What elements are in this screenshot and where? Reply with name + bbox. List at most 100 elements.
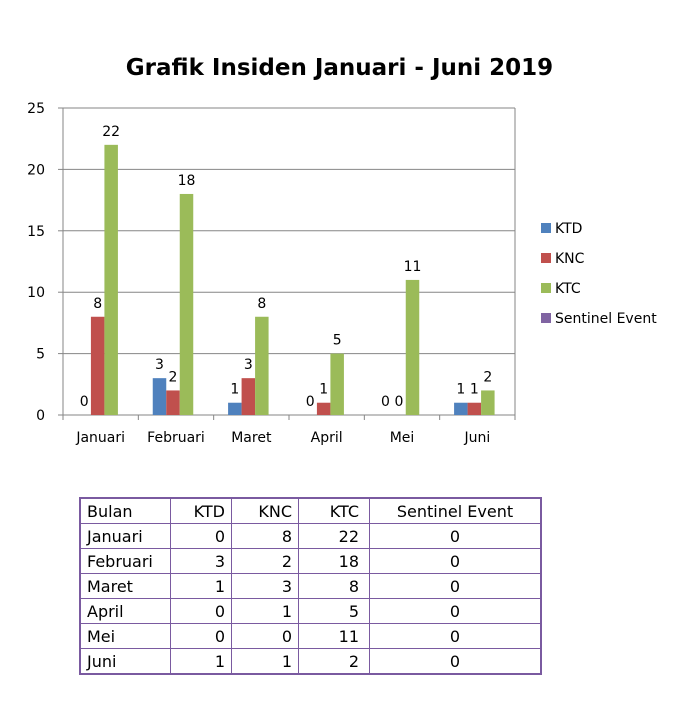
y-tick-label: 10 (27, 285, 45, 301)
y-tick-label: 20 (27, 162, 45, 178)
table-cell: 3 (231, 573, 299, 599)
table-cell: 1 (170, 648, 232, 675)
data-label: 0 (381, 394, 390, 410)
data-label: 0 (395, 394, 404, 410)
table-row: Februari 3 2 18 0 (79, 548, 542, 574)
bar (90, 316, 105, 415)
table-cell: 0 (369, 523, 542, 549)
table-header-cell: Bulan (79, 497, 171, 524)
table-header-cell: Sentinel Event (369, 497, 542, 524)
bars (90, 144, 495, 415)
bar (316, 402, 331, 415)
legend-swatch (541, 253, 551, 263)
table-cell: 0 (369, 598, 542, 624)
x-tick-label: April (311, 430, 343, 446)
data-label: 1 (230, 382, 239, 398)
data-label: 18 (178, 173, 196, 189)
table-cell: Juni (79, 648, 171, 675)
table-row: April 0 1 5 0 (79, 598, 542, 624)
table-header-cell: KTD (170, 497, 232, 524)
table-cell: 1 (170, 573, 232, 599)
table-cell: 1 (231, 598, 299, 624)
bar (467, 402, 482, 415)
table-cell: 8 (231, 523, 299, 549)
table-header-row: Bulan KTD KNC KTC Sentinel Event (79, 497, 542, 524)
table-cell: 2 (298, 648, 370, 675)
data-label: 2 (169, 369, 178, 385)
data-label: 0 (80, 394, 89, 410)
data-label: 3 (155, 357, 164, 373)
legend-swatch (541, 313, 551, 323)
y-tick-label: 5 (36, 347, 45, 363)
table-cell: 8 (298, 573, 370, 599)
legend-swatch (541, 283, 551, 293)
bar (481, 390, 495, 415)
y-tick-label: 0 (36, 408, 45, 424)
legend-label: KNC (555, 251, 585, 267)
table-cell: 0 (170, 623, 232, 649)
bar (330, 353, 344, 415)
data-label: 11 (404, 259, 422, 275)
data-label: 2 (483, 369, 492, 385)
data-label: 8 (93, 296, 102, 312)
table-row: Juni 1 1 2 0 (79, 648, 542, 675)
bar (179, 193, 194, 415)
data-label: 8 (257, 296, 266, 312)
table-cell: 0 (369, 548, 542, 574)
data-table: Bulan KTD KNC KTC Sentinel Event Januari… (79, 497, 542, 675)
table-cell: 22 (298, 523, 370, 549)
y-tick-label: 25 (27, 101, 45, 117)
legend: KTD KNC KTC Sentinel Event (541, 221, 657, 327)
gridlines (63, 107, 515, 355)
legend-label: KTD (555, 221, 582, 237)
bar (228, 402, 242, 415)
table-row: Mei 0 0 11 0 (79, 623, 542, 649)
table-cell: 1 (231, 648, 299, 675)
table-row: Maret 1 3 8 0 (79, 573, 542, 599)
table-cell: 0 (170, 598, 232, 624)
x-tick-label: Juni (463, 430, 490, 446)
table-header-cell: KTC (298, 497, 370, 524)
table-cell: Mei (79, 623, 171, 649)
chart-title: Grafik Insiden Januari - Juni 2019 (125, 55, 554, 81)
table-cell: 0 (170, 523, 232, 549)
bar (166, 390, 180, 415)
table-cell: 0 (369, 648, 542, 675)
bar (152, 378, 167, 415)
table-cell: 0 (231, 623, 299, 649)
legend-label: KTC (555, 281, 581, 297)
legend-swatch (541, 223, 551, 233)
bar (255, 316, 269, 415)
y-tick-label: 15 (27, 224, 45, 240)
legend-label: Sentinel Event (555, 311, 657, 327)
x-tick-label: Januari (75, 430, 125, 446)
x-tick-label: Mei (390, 430, 415, 446)
data-label: 1 (456, 382, 465, 398)
table-cell: April (79, 598, 171, 624)
table-cell: 3 (170, 548, 232, 574)
table-header-cell: KNC (231, 497, 299, 524)
bar (405, 279, 420, 415)
table-row: Januari 0 8 22 0 (79, 523, 542, 549)
table-cell: 0 (369, 573, 542, 599)
data-label: 22 (102, 124, 120, 140)
table-cell: 2 (231, 548, 299, 574)
x-tick-label: Februari (147, 430, 205, 446)
data-label: 5 (333, 333, 342, 349)
x-tick-label: Maret (231, 430, 272, 446)
table-cell: 0 (369, 623, 542, 649)
table-cell: 18 (298, 548, 370, 574)
bar (104, 144, 118, 415)
data-label: 1 (470, 382, 479, 398)
data-label: 3 (244, 357, 253, 373)
data-label: 1 (319, 382, 328, 398)
table-cell: 5 (298, 598, 370, 624)
table-cell: Januari (79, 523, 171, 549)
bar (241, 378, 256, 415)
table-cell: 11 (298, 623, 370, 649)
data-label: 0 (306, 394, 315, 410)
table-cell: Februari (79, 548, 171, 574)
